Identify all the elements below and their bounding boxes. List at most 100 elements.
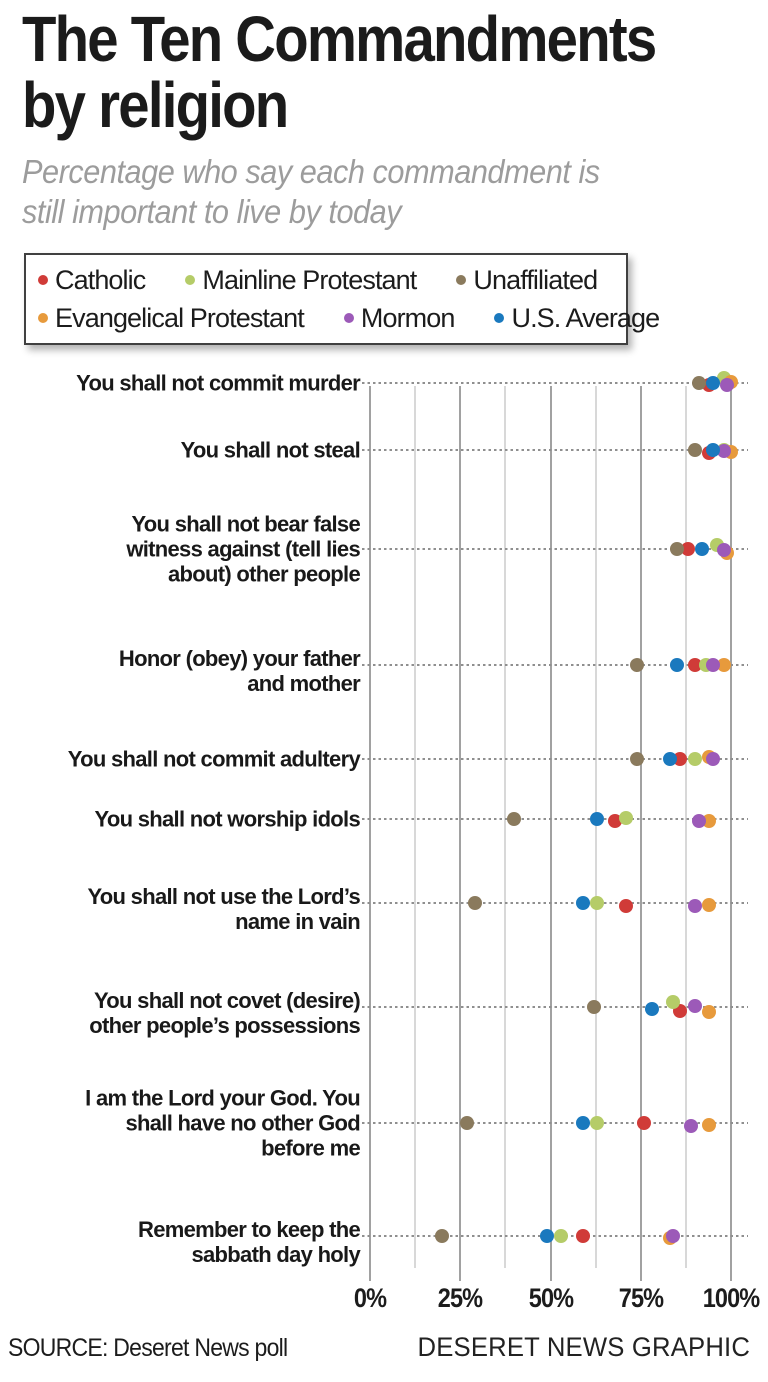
category-label: You shall not bear false witness against… [126,511,360,587]
data-point [630,658,645,672]
data-point [705,443,720,457]
data-point [716,543,731,557]
x-axis-tick-label: 25% [438,1283,483,1313]
row-leader-line [362,1122,748,1124]
legend-item: Unaffiliated [456,264,598,296]
legend-item: Catholic [38,264,146,296]
legend-label: Evangelical Protestant [55,302,305,333]
data-point [669,542,684,556]
category-label: You shall not steal [180,437,361,463]
category-label: Honor (obey) your father and mother [118,646,361,696]
data-point [666,1229,681,1243]
gridline-minor [504,386,507,1268]
gridline-major [730,386,732,1281]
graphic-credit: DESERET NEWS GRAPHIC [417,1332,750,1362]
category-label: You shall not commit adultery [67,746,361,772]
gridline-major [459,386,462,1281]
legend-dot-icon [494,313,505,323]
legend-dot-icon [456,275,467,285]
category-label: Remember to keep the sabbath day holy [138,1217,361,1267]
data-point [702,1118,717,1132]
data-point [637,1116,652,1130]
gridline-major [549,386,552,1281]
data-point [705,376,720,390]
row-leader-line [362,449,748,451]
data-point [705,658,720,672]
category-label: You shall not covet (desire) other peopl… [89,988,360,1038]
category-label: You shall not use the Lord’s name in vai… [87,884,360,934]
data-point [702,898,717,912]
legend-label: Unaffiliated [473,264,598,295]
row-leader-line [362,818,748,820]
gridline-minor [684,386,687,1268]
data-point [716,444,731,458]
data-point [467,896,482,910]
legend-item: U.S. Average [494,302,660,334]
row-leader-line [362,664,748,666]
data-point [608,814,623,828]
data-point [687,752,702,766]
data-point [619,899,634,913]
legend: Catholic Mainline Protestant Unaffiliated E… [24,253,660,345]
data-point [662,752,677,766]
page-title: The Ten Commandments by religion [22,3,657,141]
data-point [684,1119,699,1133]
data-point [695,542,710,556]
data-point [590,1116,605,1130]
legend-row: Evangelical Protestant Mormon U.S. Average [38,299,660,337]
gridline-minor [594,386,597,1268]
data-point [720,378,735,392]
row-leader-line [362,902,748,904]
legend-dot-icon [185,275,196,285]
data-point [691,376,706,390]
footer: SOURCE: Deseret News poll DESERET NEWS G… [8,1332,750,1363]
legend-label: Mormon [360,302,456,333]
x-axis-tick-label: 75% [618,1283,664,1313]
legend-label: U.S. Average [511,302,660,333]
gridline-major [639,386,642,1281]
category-label: I am the Lord your God. You shall have n… [85,1085,361,1161]
legend-dot-icon [38,275,48,285]
data-point [687,443,702,457]
legend-item: Mainline Protestant [185,264,417,296]
data-point [435,1229,450,1243]
row-leader-line [362,758,748,760]
data-point [687,899,702,913]
data-point [575,1116,590,1130]
row-leader-line [362,1006,748,1008]
data-point [669,658,684,672]
data-point [702,814,717,828]
data-point [590,812,605,826]
data-point [687,999,702,1013]
data-point [680,542,695,556]
x-axis-tick-label: 50% [528,1283,573,1313]
legend-item: Evangelical Protestant [38,302,305,334]
data-point [539,1229,554,1243]
data-point [705,752,720,766]
category-label: You shall not worship idols [94,806,361,832]
data-point [666,995,681,1009]
x-axis-tick-label: 100% [702,1283,760,1313]
legend-label: Mainline Protestant [202,264,417,295]
category-label: You shall not commit murder [76,370,361,396]
data-point [687,658,702,672]
data-point [716,658,731,672]
legend-dot-icon [38,313,48,323]
row-leader-line [362,382,748,384]
x-axis-tick-label: 0% [353,1283,387,1313]
legend-label: Catholic [55,264,146,295]
data-point [575,1229,590,1243]
data-point [691,814,706,828]
source-credit: SOURCE: Deseret News poll [8,1334,288,1362]
data-point [575,896,590,910]
gridline-major [369,386,371,1281]
page-subtitle: Percentage who say each commandment is s… [22,153,600,230]
data-point [644,1002,659,1016]
legend-item: Mormon [343,302,456,334]
gridline-minor [414,386,417,1268]
data-point [554,1229,569,1243]
row-leader-line [362,548,748,550]
data-point [586,1000,601,1014]
legend-dot-icon [343,313,354,323]
